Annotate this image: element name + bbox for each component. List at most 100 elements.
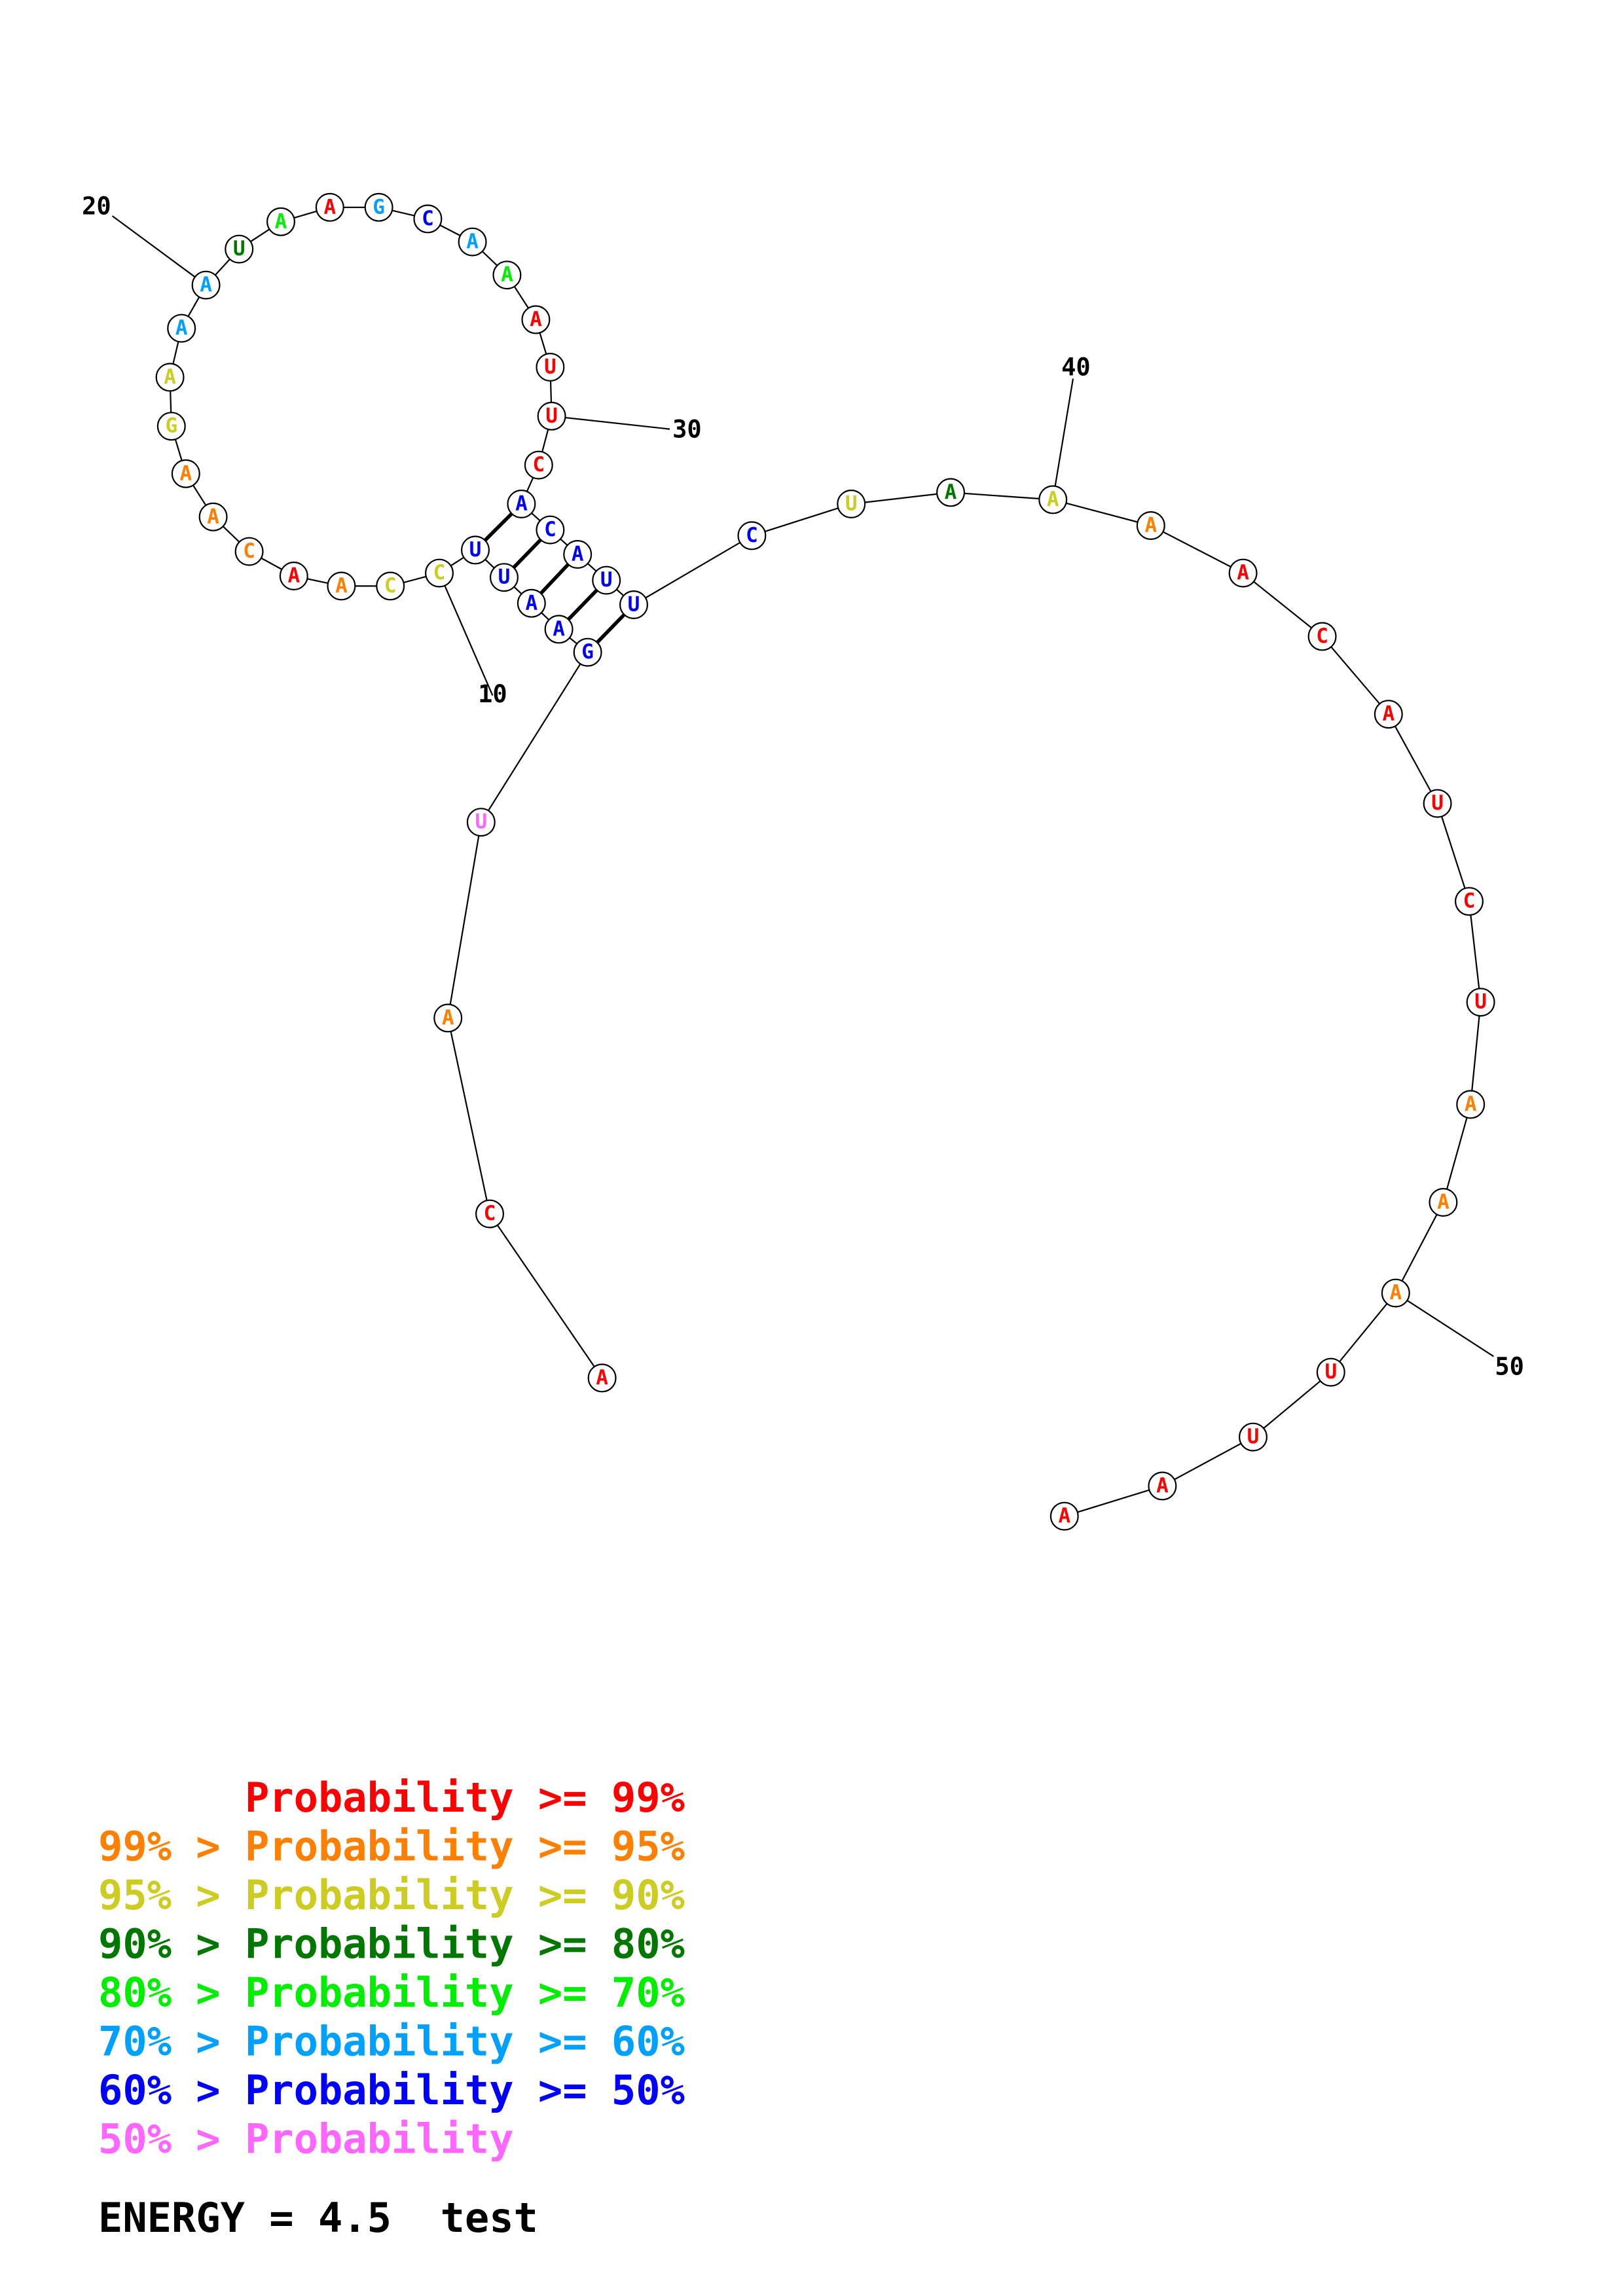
position-label: 40 [1061,353,1091,382]
backbone-segment [1395,1202,1444,1294]
base-pair-bond [596,613,626,644]
nucleotide: C [737,521,767,550]
nucleotide-letter: A [1156,1474,1169,1498]
position-tick [565,416,670,430]
nucleotide: A [191,270,221,300]
nucleotide: A [266,207,296,236]
legend-item: 70% > Probability >= 60% [98,2018,685,2066]
nucleotide-circle [315,192,344,222]
nucleotide-circle [1049,1501,1079,1531]
nucleotide-letter: U [475,810,487,834]
nucleotide-circle [1466,988,1495,1017]
base-pair-bond [567,588,598,621]
nucleotide: A [587,1363,617,1393]
nucleotide-letter: A [1237,561,1249,584]
nucleotide: U [1238,1422,1267,1452]
nucleotide-circle [225,234,254,264]
legend-item: 80% > Probability >= 70% [98,1969,685,2017]
nucleotide-letter: U [1247,1425,1260,1448]
nucleotide-letter: U [1431,791,1444,815]
nucleotide-circle [155,363,185,392]
nucleotide: A [198,502,228,531]
nucleotide: U [837,489,866,518]
nucleotide-circle [1381,1278,1410,1308]
nucleotide: G [573,637,602,667]
nucleotide-circle [936,478,965,507]
backbone-segment [950,492,1053,501]
nucleotide: U [489,563,519,592]
nucleotide: C [376,571,405,601]
nucleotide-circle [521,305,551,334]
nucleotide: A [517,588,546,618]
nucleotide: A [458,227,487,257]
nucleotide-circle [1228,558,1258,588]
nucleotide-letter: U [545,404,558,427]
nucleotide-circle [234,537,264,566]
legend-item: 50% > Probability [98,2115,514,2163]
nucleotide-letter: C [746,524,758,547]
nucleotide-circle [489,563,519,592]
nucleotide: A [167,314,196,343]
nucleotide: C [536,515,565,545]
base-pair-bond [483,512,513,542]
nucleotide-letter: A [1437,1191,1450,1214]
nucleotide: A [563,539,593,569]
nucleotide: U [1316,1357,1345,1387]
nucleotide: A [1049,1501,1079,1531]
nucleotide-letter: A [466,230,479,253]
nucleotide-letter: A [207,505,219,528]
backbone-segment [633,535,752,605]
backbone-segment [480,652,589,823]
position-tick [444,585,494,696]
nucleotide-letter: A [945,480,957,504]
nucleotide-letter: A [287,564,300,588]
nucleotide-circle [837,489,866,518]
position-label: 30 [672,415,702,443]
backbone-segment [1064,1485,1163,1517]
nucleotide: A [1381,1278,1410,1308]
nucleotide-circle [587,1363,617,1393]
nucleotide: A [1456,1090,1486,1119]
nucleotide: G [364,192,393,222]
nucleotide: U [537,401,566,431]
nucleotide-circle [563,539,593,569]
nucleotide: C [1455,887,1484,916]
nucleotide-letter: A [1382,702,1395,726]
nucleotide: A [1038,485,1068,514]
nucleotide-circle [537,401,566,431]
backbone [169,206,1482,1517]
nucleotide: U [1423,789,1452,818]
backbone-segment [1442,1104,1472,1203]
backbone-segment [1052,499,1152,527]
nucleotide: C [524,450,553,480]
base-pairs [483,512,626,644]
nucleotide: A [507,489,536,518]
nucleotide: U [466,808,496,837]
backbone-segment [489,1213,603,1379]
nucleotide-circle [737,521,767,550]
backbone-segment [851,492,951,505]
nucleotide-circle [171,459,200,488]
nucleotide-letter: U [845,492,858,516]
nucleotide-circle [1429,1187,1458,1217]
nucleotide-circle [507,489,536,518]
nucleotide-letter: C [243,539,255,563]
backbone-segment [447,1018,491,1214]
nucleotide-circle [167,314,196,343]
nucleotide-letter: A [525,591,538,615]
nucleotide-circle [424,558,454,588]
nucleotide-circle [1423,789,1452,818]
nucleotide-circle [279,561,308,590]
nucleotide: A [315,192,344,222]
position-tick [1054,378,1074,486]
nucleotide-letter: A [572,543,584,566]
nucleotide-letter: C [532,453,545,476]
nucleotide: U [619,590,648,619]
nucleotide: C [424,558,454,588]
nucleotide: C [1307,622,1337,651]
nucleotide-circle [1374,700,1403,729]
nucleotide-letter: U [1324,1360,1337,1384]
nucleotide-circle [198,502,228,531]
